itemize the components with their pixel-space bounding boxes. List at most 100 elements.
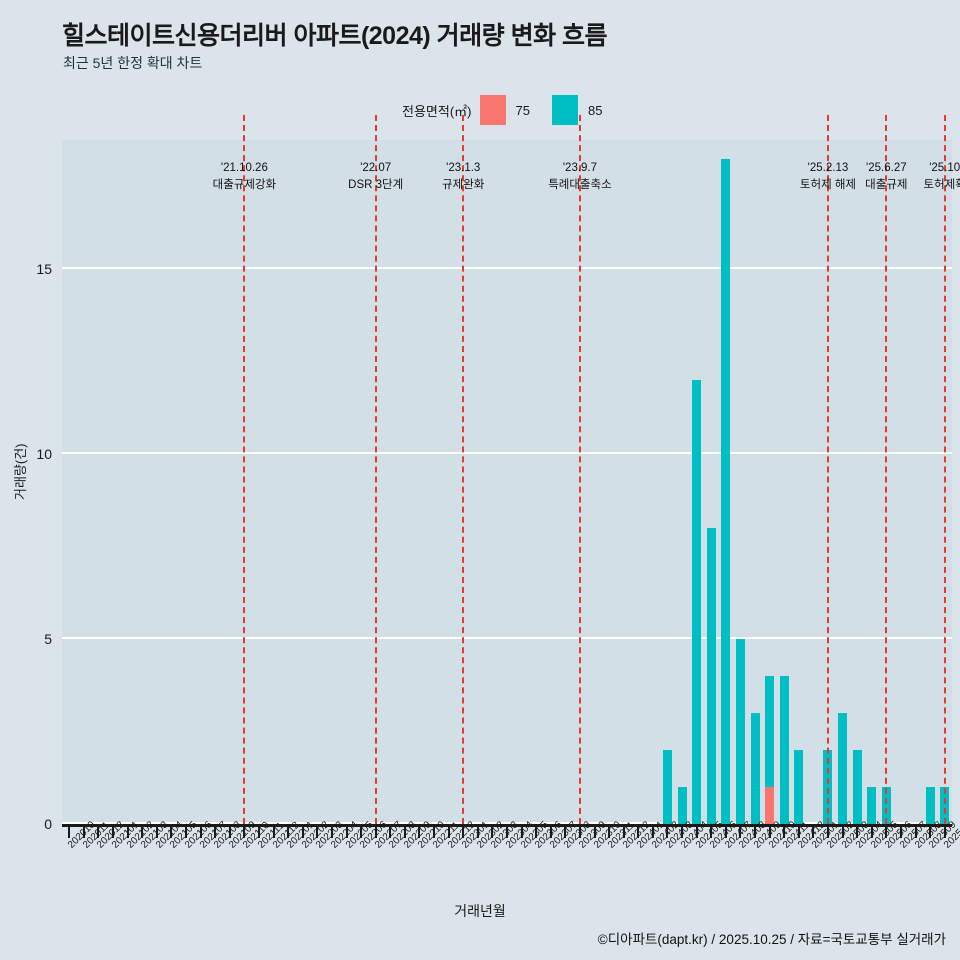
- event-annotation: '22.07 DSR 3단계: [348, 160, 403, 193]
- x-axis-tick: [564, 824, 567, 838]
- bar[interactable]: [925, 787, 935, 824]
- bar[interactable]: [794, 750, 804, 824]
- y-axis-tick-label: 5: [44, 631, 52, 648]
- x-axis-tick: [112, 824, 115, 838]
- event-date: '23.1.3: [446, 162, 481, 174]
- event-marker-line: [578, 115, 581, 834]
- bar[interactable]: [852, 750, 862, 824]
- x-axis-tick: [695, 824, 698, 838]
- x-axis-tick: [126, 824, 129, 838]
- y-axis-tick-label: 10: [36, 446, 52, 463]
- x-axis-tick: [287, 824, 290, 838]
- x-axis-tick: [535, 824, 538, 838]
- x-axis-tick: [462, 824, 465, 838]
- y-axis-tick-label: 0: [44, 816, 52, 832]
- x-axis-tick: [374, 824, 377, 838]
- x-axis-tick: [637, 824, 640, 838]
- x-axis-tick: [856, 824, 859, 838]
- x-axis-tick: [243, 824, 246, 838]
- bar-segment: [867, 787, 877, 824]
- x-axis-tick: [899, 824, 902, 838]
- y-axis-tick-label: 15: [36, 261, 52, 278]
- bar[interactable]: [838, 713, 848, 824]
- x-axis-tick: [549, 824, 552, 838]
- x-axis-tick: [754, 824, 757, 838]
- bar-segment: [721, 158, 731, 824]
- footer-credit: ©디아파트(dapt.kr) / 2025.10.25 / 자료=국토교통부 실…: [597, 932, 946, 947]
- gridline: [62, 637, 952, 640]
- event-annotation: '25.6.27 대출규제: [865, 160, 907, 193]
- bar[interactable]: [750, 713, 760, 824]
- event-note: 규제완화: [442, 178, 485, 191]
- bar[interactable]: [779, 676, 789, 824]
- bar[interactable]: [721, 158, 731, 824]
- event-marker-line: [885, 115, 888, 834]
- bar[interactable]: [662, 750, 672, 824]
- event-marker-line: [943, 115, 946, 834]
- bar[interactable]: [677, 787, 687, 824]
- x-axis-tick: [520, 824, 523, 838]
- bar-segment: [838, 713, 848, 824]
- x-axis-tick: [316, 824, 319, 838]
- gridline: [62, 452, 952, 455]
- event-note: DSR 3단계: [348, 178, 404, 191]
- x-axis-tick: [491, 824, 494, 838]
- event-date: '25.6.27: [866, 162, 907, 174]
- x-axis-tick: [768, 824, 771, 838]
- x-axis-tick: [710, 824, 713, 838]
- bar-segment: [692, 380, 702, 824]
- x-axis-tick: [476, 824, 479, 838]
- x-axis-tick: [155, 824, 158, 838]
- event-annotation: '21.10.26 대출규제강화: [213, 160, 276, 193]
- event-note: 토허제 해제: [799, 178, 857, 191]
- bar[interactable]: [867, 787, 877, 824]
- bar-segment: [779, 676, 789, 824]
- x-axis-tick: [681, 824, 684, 838]
- x-axis-tick: [783, 824, 786, 838]
- bar-segment: [794, 750, 804, 824]
- bar[interactable]: [735, 639, 745, 824]
- x-axis-tick: [345, 824, 348, 838]
- event-date: '25.2.13: [807, 162, 849, 174]
- x-axis-tick: [272, 824, 275, 838]
- event-date: '25.10: [929, 162, 960, 174]
- x-axis-tick: [812, 824, 815, 838]
- bar[interactable]: [692, 380, 702, 824]
- bar-segment: [765, 676, 775, 788]
- event-note: 대출규제: [865, 178, 908, 191]
- bar-segment: [852, 750, 862, 824]
- event-annotation: '23.1.3 규제완화: [442, 160, 484, 193]
- gridline: [62, 822, 952, 824]
- event-date: '22.07: [360, 162, 392, 174]
- x-axis-tick: [797, 824, 800, 838]
- legend: 전용면적(㎡) 75 85: [402, 95, 602, 125]
- x-axis-tick: [141, 824, 144, 838]
- bar[interactable]: [706, 528, 716, 824]
- x-axis-tick: [170, 824, 173, 838]
- event-marker-line: [374, 115, 377, 834]
- bar-segment: [662, 750, 672, 824]
- x-axis-tick: [578, 824, 581, 838]
- legend-swatch-75: [479, 95, 506, 125]
- event-annotation: '25.10 토허제확: [924, 160, 960, 193]
- bar[interactable]: [765, 676, 775, 824]
- bar-segment: [706, 528, 716, 824]
- bar-segment: [925, 787, 935, 824]
- legend-swatch-85: [551, 95, 578, 125]
- event-marker-line: [462, 115, 465, 834]
- y-axis-title: 거래량(건): [13, 443, 28, 501]
- page-title: 힐스테이트신용더리버 아파트(2024) 거래량 변화 흐름: [62, 22, 608, 50]
- x-axis-tick: [929, 824, 932, 838]
- x-axis-tick: [506, 824, 508, 838]
- gridline: [62, 267, 952, 270]
- x-axis-tick: [593, 824, 596, 838]
- x-axis-tick: [724, 824, 727, 838]
- event-note: 토허제확: [923, 178, 960, 191]
- legend-label-85: 85: [587, 102, 603, 118]
- x-axis-tick: [97, 824, 100, 838]
- x-axis-tick: [739, 824, 742, 838]
- x-axis-tick: [608, 824, 611, 838]
- x-axis-tick: [943, 824, 946, 838]
- x-axis-tick: [214, 824, 217, 838]
